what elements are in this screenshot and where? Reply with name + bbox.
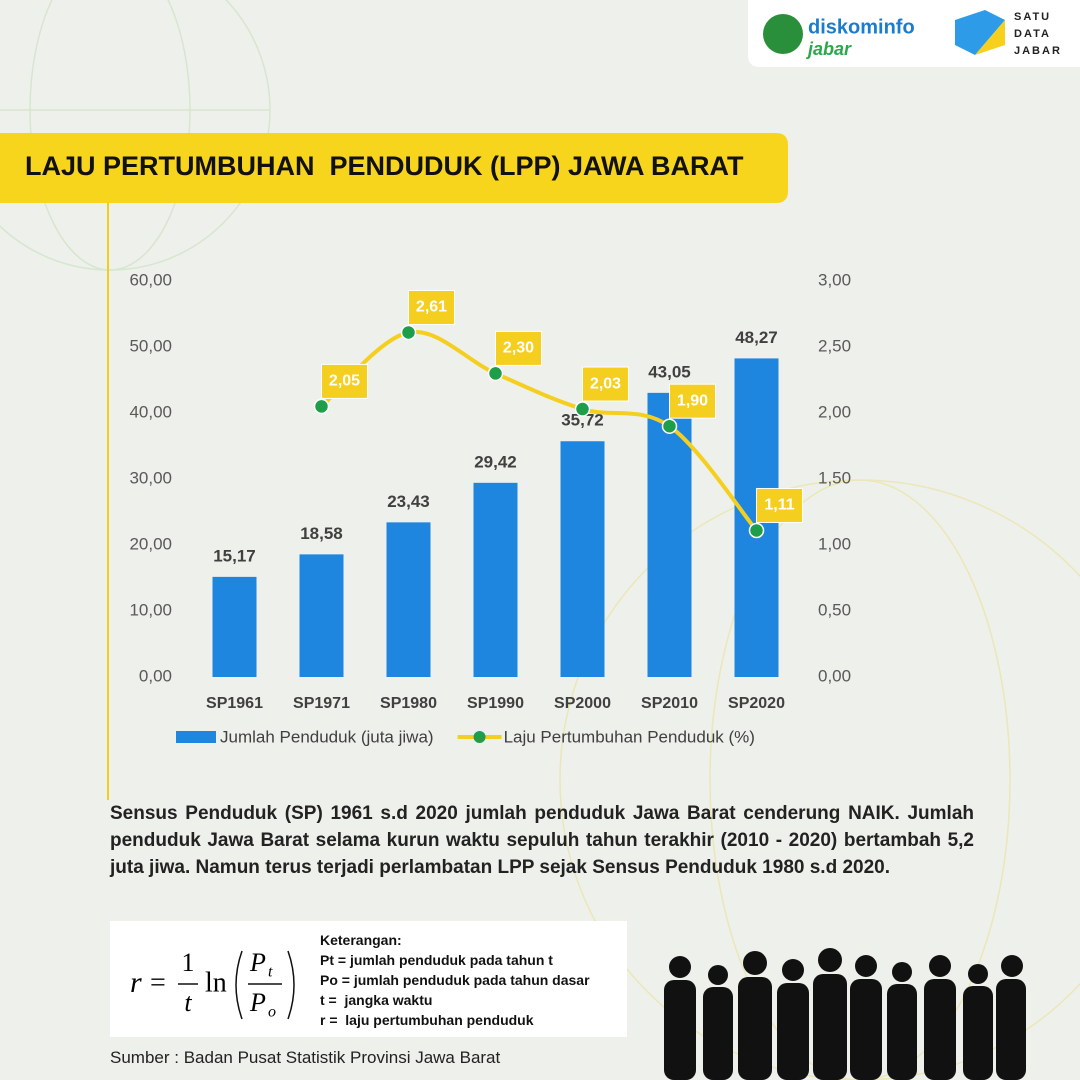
data-label: 35,72: [561, 411, 604, 430]
logo-emblem: [763, 14, 803, 54]
y-tick-label: 40,00: [129, 402, 172, 421]
line-marker: [487, 365, 504, 382]
x-tick-label: SP2010: [641, 695, 698, 712]
legend-swatch: [176, 731, 216, 743]
bar: [473, 482, 518, 677]
y-tick-label: 0,00: [139, 666, 172, 685]
legend-label: Jumlah Penduduk (juta jiwa): [220, 727, 434, 746]
formula-text: t: [268, 964, 273, 981]
x-tick-label: SP1971: [293, 695, 350, 712]
y-tick-label: 60,00: [129, 270, 172, 289]
logo-mark: [955, 10, 1005, 55]
line-marker: [661, 418, 678, 434]
chart-title: LAJU PERTUMBUHAN PENDUDUK (LPP) JAWA BAR…: [25, 151, 744, 181]
people-silhouettes: [664, 948, 1026, 1080]
line-marker: [574, 401, 591, 417]
logo-text: DATA: [1014, 28, 1051, 40]
formula-text: P: [249, 988, 266, 1017]
formula-text: o: [268, 1004, 276, 1021]
notes-item: t = jangka waktu: [320, 992, 433, 1008]
formula-box: r = 1 t ln P t P o: [110, 921, 627, 1037]
title-banner: [0, 133, 788, 203]
data-label-box: [408, 289, 455, 325]
line-marker: [748, 522, 765, 539]
formula: r = 1 t ln P t P o: [130, 948, 295, 1021]
y-tick-label: 10,00: [129, 600, 172, 619]
notes-item: r = laju pertumbuhan penduduk: [320, 1012, 534, 1028]
line-marker: [313, 398, 330, 415]
formula-text: P: [249, 948, 266, 977]
data-label: 15,17: [213, 546, 256, 565]
bar: [647, 392, 692, 677]
data-label-box: [582, 366, 629, 402]
y-tick-label: 30,00: [129, 468, 172, 487]
notes-heading: Keterangan:: [320, 932, 402, 948]
x-tick-label: SP1990: [467, 695, 524, 712]
y2-tick-label: 0,00: [818, 666, 851, 685]
data-label: 2,61: [416, 299, 447, 316]
x-tick-label: SP1980: [380, 695, 437, 712]
data-label: 48,27: [735, 328, 778, 347]
data-label-box: [495, 330, 542, 366]
data-label-box: [321, 363, 368, 399]
legend-swatch: [473, 731, 486, 743]
logo-mark: [975, 20, 1005, 55]
y-tick-label: 20,00: [129, 534, 172, 553]
logo-text: SATU: [1014, 11, 1051, 23]
formula-text: t: [184, 988, 192, 1017]
x-tick-label: SP2020: [728, 695, 785, 712]
data-label: 1,11: [764, 497, 794, 514]
y-tick-label: 50,00: [129, 336, 172, 355]
data-label-box: [756, 487, 803, 523]
data-label: 2,30: [503, 340, 534, 357]
bar: [299, 554, 344, 677]
x-tick-label: SP2000: [554, 695, 611, 712]
y2-tick-label: 1,00: [818, 534, 851, 553]
logo-text: diskominfo: [808, 16, 915, 38]
data-label: 43,05: [648, 362, 691, 381]
data-label: 29,42: [474, 452, 517, 471]
data-label: 2,03: [590, 375, 621, 392]
notes: Keterangan: Pt = jumlah penduduk pada ta…: [320, 930, 590, 1030]
y2-tick-label: 3,00: [818, 270, 851, 289]
logo-text: JABAR: [1014, 45, 1062, 57]
line: [320, 329, 759, 532]
data-label: 1,90: [677, 392, 708, 409]
logo-text: jabar: [806, 39, 852, 59]
y2-tick-label: 0,50: [818, 600, 851, 619]
formula-text: 1: [182, 948, 195, 977]
y2-tick-label: 2,50: [818, 336, 851, 355]
line-marker: [400, 324, 417, 341]
formula-text: r: [130, 966, 142, 999]
data-label-box: [669, 383, 716, 419]
y2-tick-label: 1,50: [818, 468, 851, 487]
bar: [560, 441, 605, 677]
data-label: 18,58: [300, 524, 343, 543]
data-label: 2,05: [329, 373, 360, 390]
y2-tick-label: 2,00: [818, 402, 851, 421]
formula-text: ln: [205, 967, 227, 998]
description: Sensus Penduduk (SP) 1961 s.d 2020 jumla…: [110, 803, 974, 878]
notes-item: Pt = jumlah penduduk pada tahun t: [320, 952, 553, 968]
data-label: 23,43: [387, 492, 430, 511]
formula-text: =: [150, 967, 166, 998]
notes-item: Po = jumlah penduduk pada tahun dasar: [320, 972, 590, 988]
x-tick-label: SP1961: [206, 695, 263, 712]
legend-label: Laju Pertumbuhan Penduduk (%): [504, 727, 755, 746]
bar: [386, 522, 431, 677]
source: Sumber : Badan Pusat Statistik Provinsi …: [110, 1048, 501, 1067]
bar: [212, 576, 257, 677]
